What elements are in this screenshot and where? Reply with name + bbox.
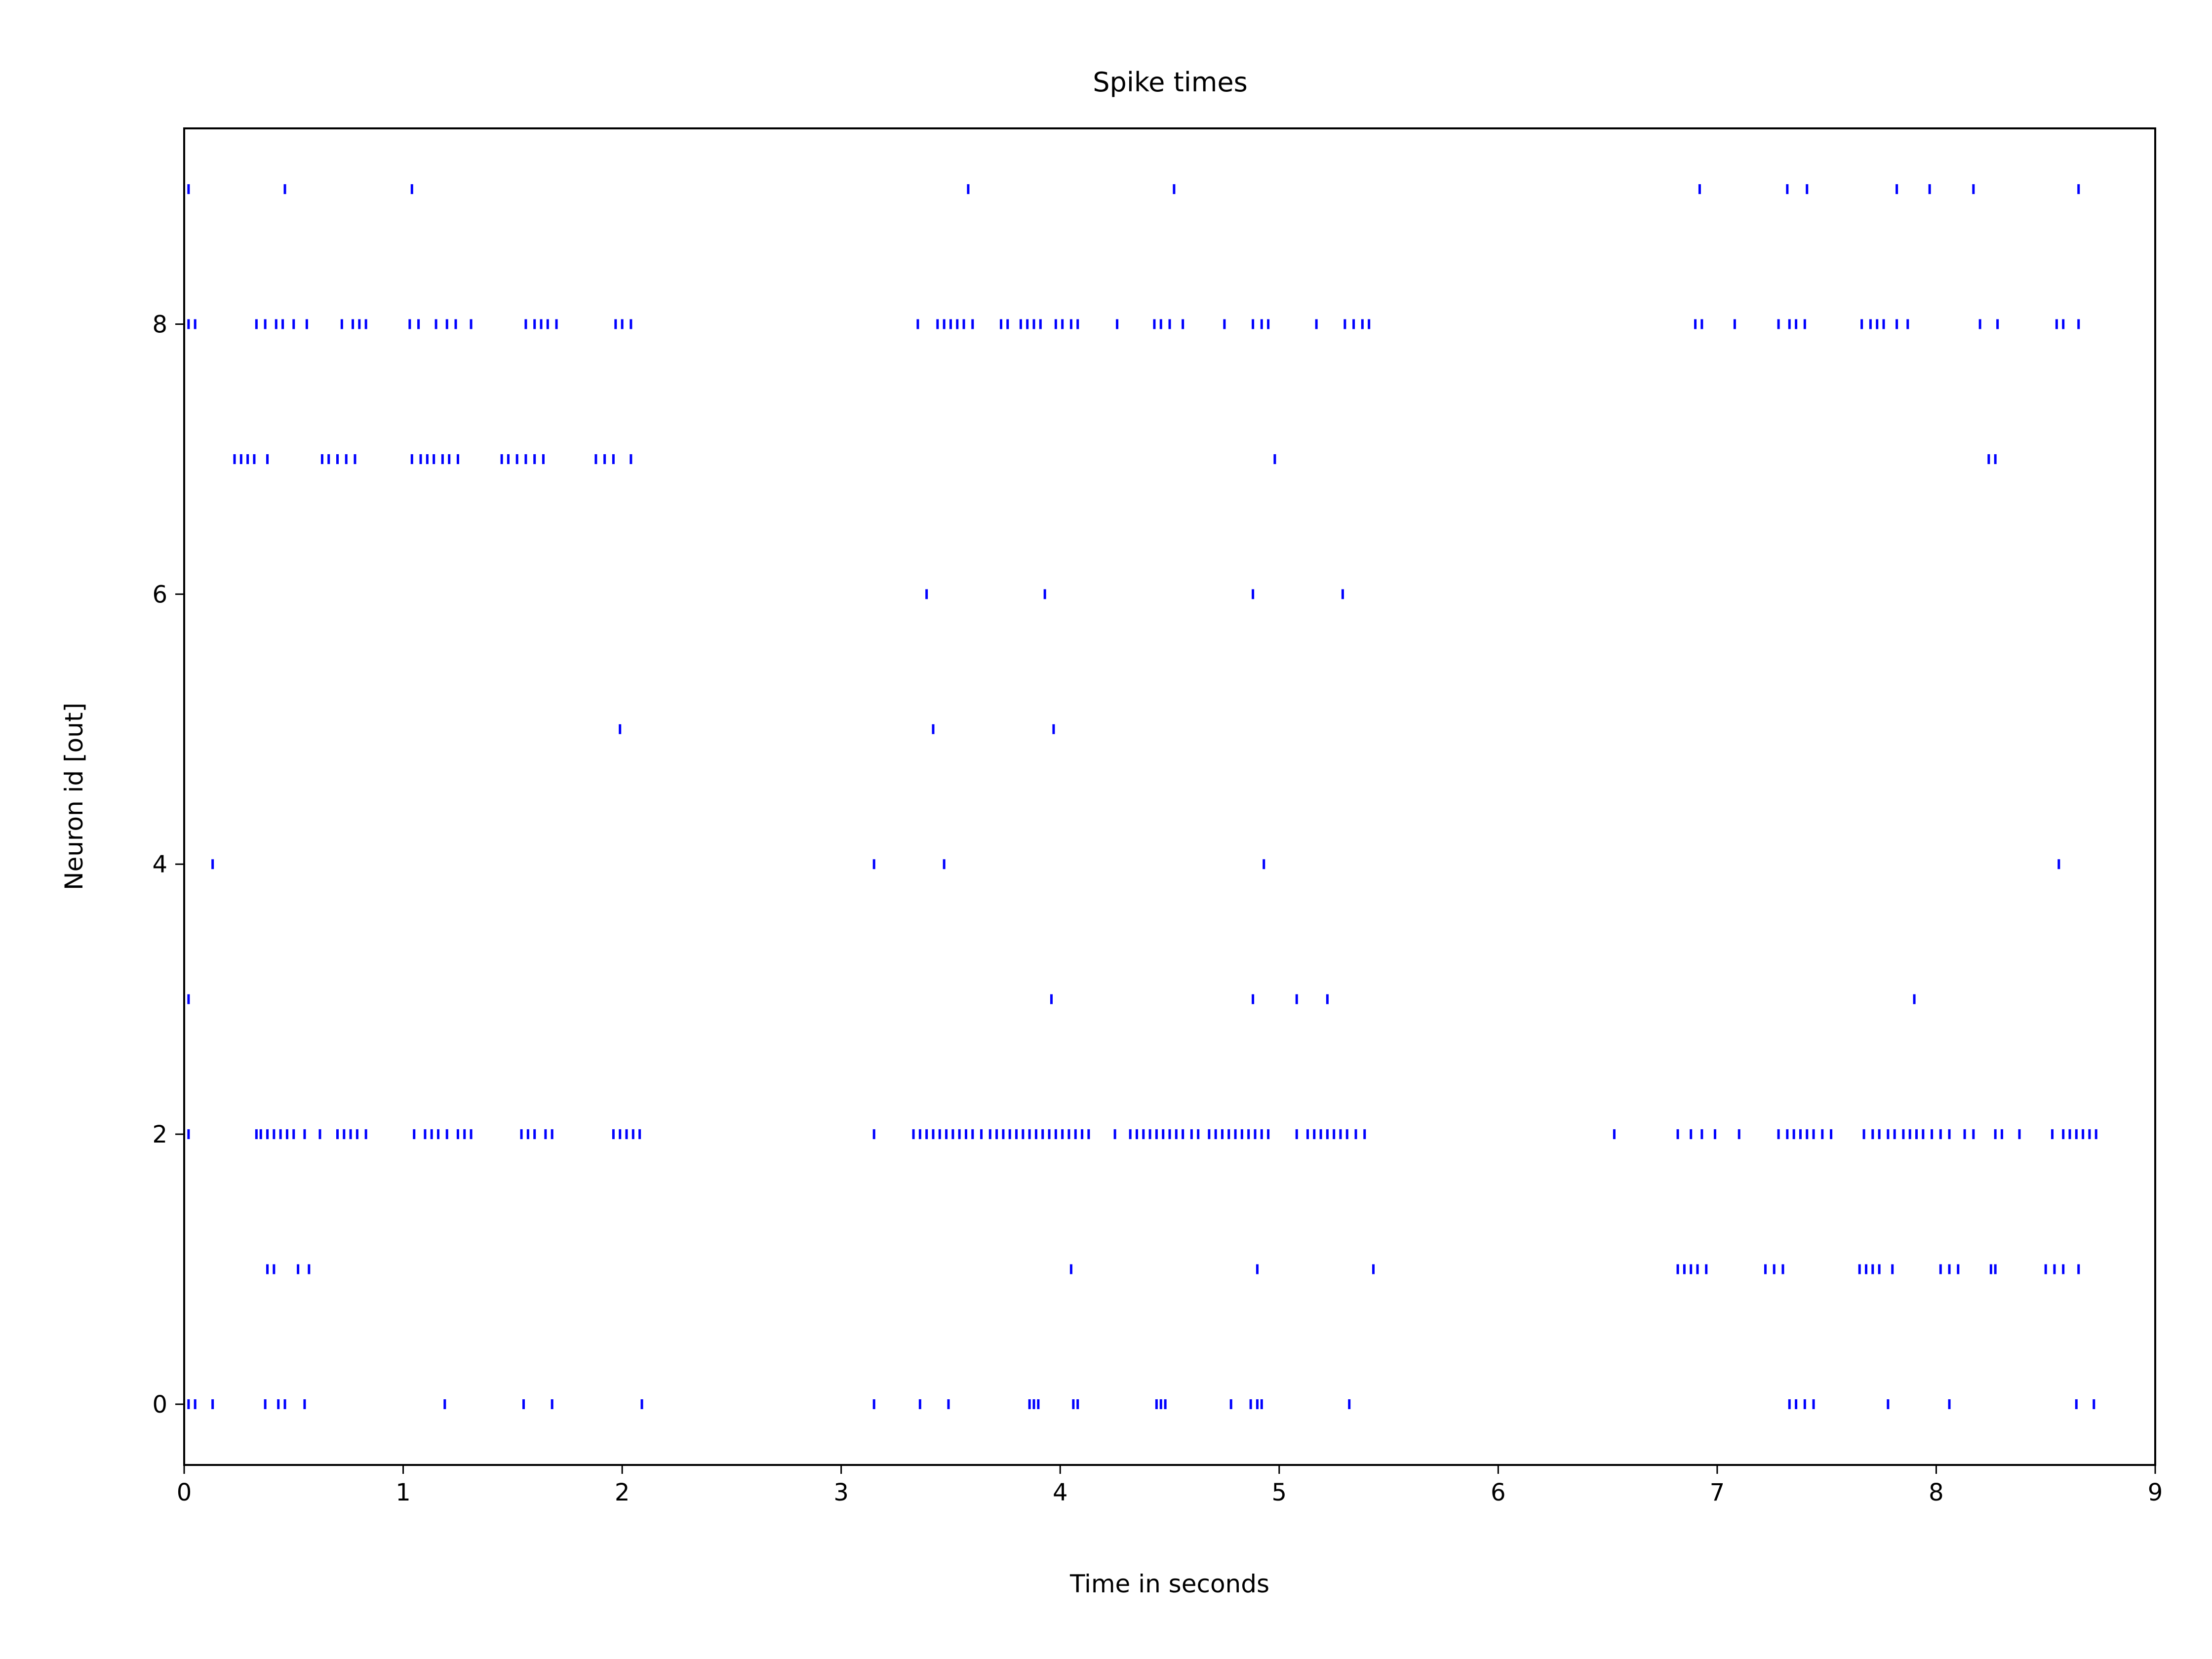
y-tick-label: 2	[152, 1121, 167, 1148]
y-tick-label: 0	[152, 1391, 167, 1419]
y-axis-ticks: 0 2 4 6 8	[152, 311, 184, 1419]
chart-title: Spike times	[1093, 67, 1247, 98]
x-tick-label: 3	[833, 1479, 849, 1506]
x-tick-label: 8	[1929, 1479, 1944, 1506]
x-tick-label: 9	[2148, 1479, 2163, 1506]
plot-frame	[183, 127, 2156, 1466]
y-axis-label: Neuron id [out]	[60, 703, 88, 890]
x-tick-label: 1	[395, 1479, 411, 1506]
x-axis-ticks: 0 1 2 3 4 5 6 7 8 9	[177, 1465, 2163, 1506]
x-tick-label: 0	[177, 1479, 192, 1506]
x-tick-label: 4	[1053, 1479, 1068, 1506]
y-tick-label: 4	[152, 851, 167, 878]
y-tick-label: 6	[152, 581, 167, 608]
y-tick-label: 8	[152, 311, 167, 338]
x-tick-label: 2	[615, 1479, 630, 1506]
x-tick-label: 5	[1272, 1479, 1287, 1506]
x-tick-label: 6	[1491, 1479, 1506, 1506]
x-axis-label: Time in seconds	[1069, 1570, 1269, 1598]
x-tick-label: 7	[1710, 1479, 1725, 1506]
spike-marks	[187, 184, 2097, 1409]
